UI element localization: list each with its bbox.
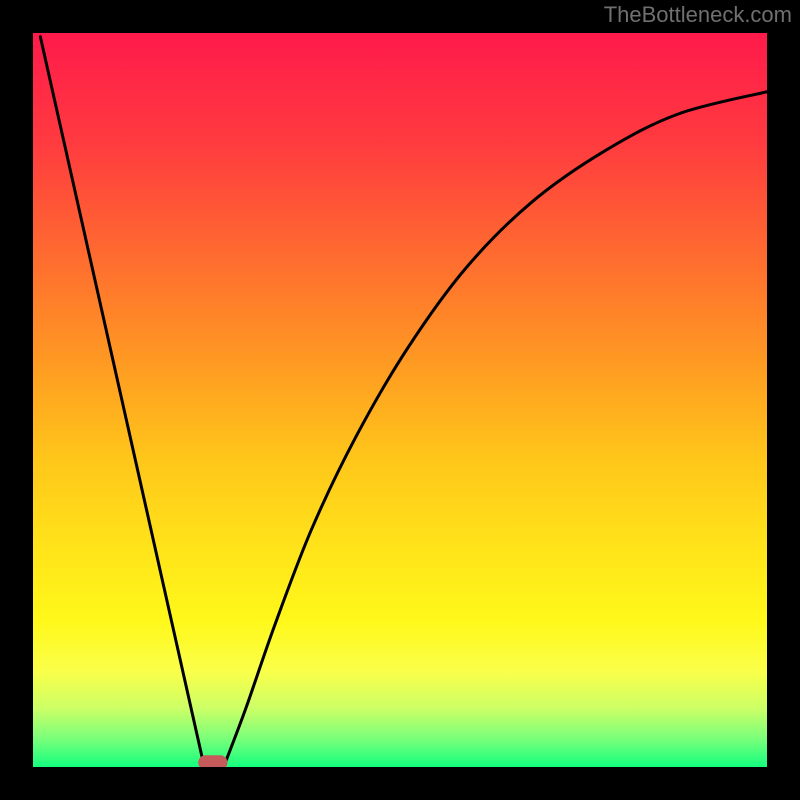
gradient-chart-svg	[33, 33, 767, 767]
watermark-text: TheBottleneck.com	[604, 2, 792, 28]
plot-area	[33, 33, 767, 767]
chart-frame: TheBottleneck.com	[0, 0, 800, 800]
gradient-background	[33, 33, 767, 767]
minimum-marker	[198, 755, 227, 767]
frame-border-left	[0, 0, 33, 800]
frame-border-bottom	[0, 767, 800, 800]
frame-border-right	[767, 0, 800, 800]
